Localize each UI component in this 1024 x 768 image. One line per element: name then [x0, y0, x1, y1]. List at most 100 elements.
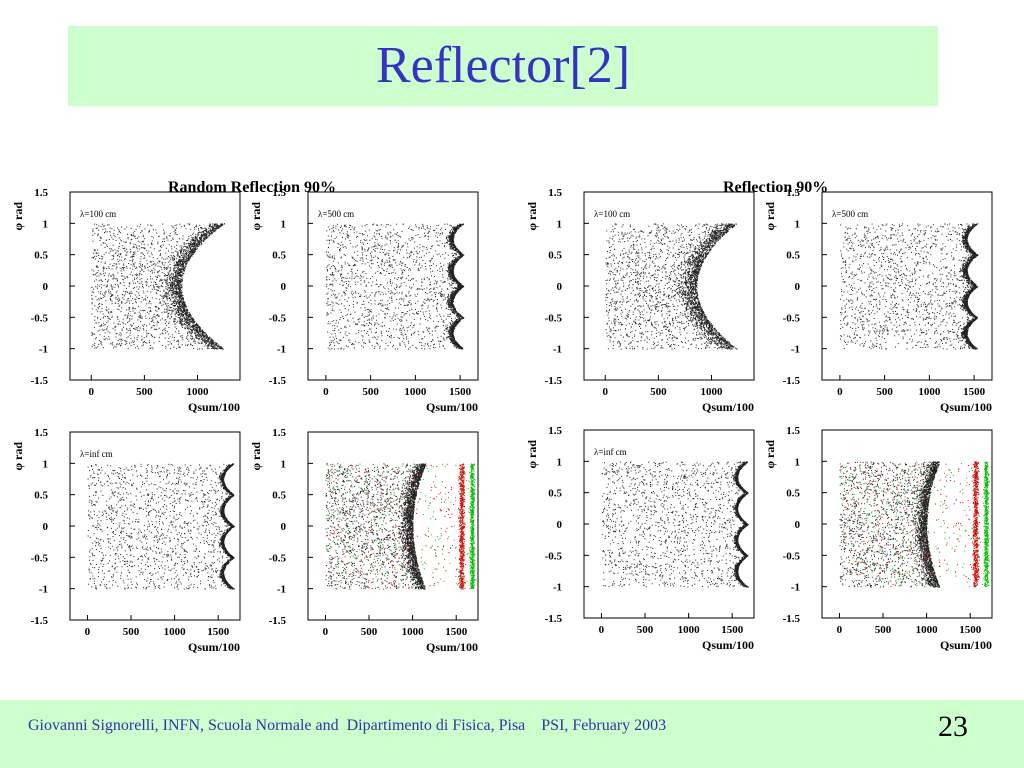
data-point [340, 311, 342, 313]
data-point [164, 327, 166, 329]
data-point [354, 296, 356, 298]
data-point [364, 225, 366, 227]
data-point [152, 272, 154, 274]
data-point [173, 290, 175, 292]
data-point [123, 268, 125, 270]
data-point [403, 342, 405, 344]
data-point [179, 263, 181, 265]
data-point [175, 292, 177, 294]
data-point [458, 316, 460, 318]
data-point [196, 237, 198, 239]
data-point [423, 315, 425, 317]
data-point [329, 229, 331, 231]
data-point [400, 282, 402, 284]
data-point [193, 328, 195, 330]
data-point [187, 318, 189, 320]
data-point [187, 331, 189, 333]
data-point [430, 318, 432, 320]
data-point [368, 314, 370, 316]
data-point [422, 305, 424, 307]
data-point [177, 285, 179, 287]
data-point [378, 234, 380, 236]
data-point [177, 292, 179, 294]
data-point [401, 245, 403, 247]
data-point [151, 264, 153, 266]
data-point [427, 327, 429, 329]
data-point [423, 288, 425, 290]
data-point [129, 267, 131, 269]
data-point [182, 252, 184, 254]
data-point [159, 249, 161, 251]
data-point [143, 341, 145, 343]
data-point [326, 313, 328, 315]
data-point [92, 240, 94, 242]
data-point [365, 284, 367, 286]
data-point [385, 235, 387, 237]
data-point [141, 338, 143, 340]
data-point [107, 280, 109, 282]
data-point [182, 306, 184, 308]
data-point [354, 281, 356, 283]
data-point [374, 236, 376, 238]
data-point [91, 308, 93, 310]
data-point [418, 227, 420, 229]
data-point [396, 313, 398, 315]
data-point [406, 319, 408, 321]
data-point [417, 269, 419, 271]
data-point [409, 253, 411, 255]
data-point [168, 235, 170, 237]
data-point [215, 224, 217, 226]
data-point [188, 253, 190, 255]
data-point [436, 283, 438, 285]
data-point [405, 242, 407, 244]
data-point [400, 331, 402, 333]
data-point [426, 292, 428, 294]
data-point [193, 249, 195, 251]
data-point [416, 289, 418, 291]
data-point [353, 229, 355, 231]
data-point [109, 248, 111, 250]
data-point [356, 260, 358, 262]
data-point [176, 251, 178, 253]
data-point [177, 308, 179, 310]
data-point [147, 269, 149, 271]
data-point [94, 223, 96, 225]
data-point [180, 310, 182, 312]
data-point [150, 291, 152, 293]
data-point [191, 321, 193, 323]
data-point [326, 254, 328, 256]
data-point [199, 327, 201, 329]
data-point [189, 245, 191, 247]
data-point [208, 235, 210, 237]
data-point [189, 316, 191, 318]
data-point [154, 316, 156, 318]
data-point [435, 292, 437, 294]
data-point [187, 250, 189, 252]
data-point [107, 326, 109, 328]
data-point [123, 298, 125, 300]
data-point [436, 304, 438, 306]
data-point [170, 316, 172, 318]
data-point [186, 337, 188, 339]
data-point [181, 280, 183, 282]
data-point [118, 320, 120, 322]
data-point [115, 252, 117, 254]
data-point [143, 325, 145, 327]
y-axis-label: φ rad [249, 202, 263, 231]
data-point [190, 333, 192, 335]
data-point [100, 274, 102, 276]
data-point [197, 228, 199, 230]
data-point [183, 301, 185, 303]
data-point [172, 294, 174, 296]
data-point [110, 248, 112, 250]
data-point [129, 242, 131, 244]
data-point [132, 254, 134, 256]
data-point [173, 304, 175, 306]
data-point [212, 228, 214, 230]
data-point [165, 287, 167, 289]
data-point [216, 224, 218, 226]
data-point [175, 289, 177, 291]
data-point [328, 242, 330, 244]
data-point [373, 256, 375, 258]
data-point [359, 295, 361, 297]
